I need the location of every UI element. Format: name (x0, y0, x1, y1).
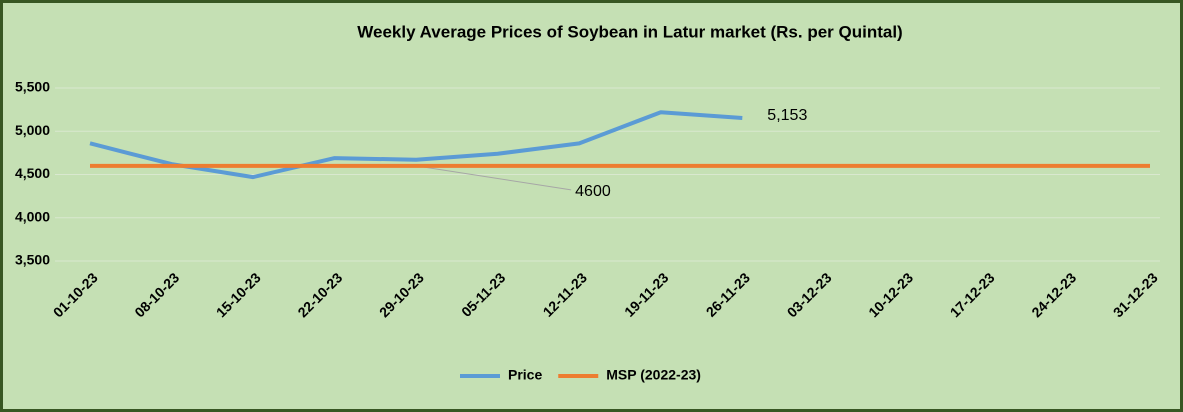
legend-label: Price (508, 367, 542, 383)
y-tick-label: 5,000 (15, 122, 50, 138)
annotation-leader (416, 165, 572, 191)
data-label: 5,153 (767, 107, 807, 124)
y-tick-label: 4,500 (15, 165, 50, 181)
series-line (89, 110, 743, 180)
annotation: 4600 (575, 183, 611, 200)
y-tick-label: 5,500 (15, 79, 50, 95)
y-tick-label: 3,500 (15, 252, 50, 268)
chart-title: Weekly Average Prices of Soybean in Latu… (357, 22, 902, 41)
y-tick-label: 4,000 (15, 208, 50, 224)
legend-label: MSP (2022-23) (606, 367, 701, 383)
